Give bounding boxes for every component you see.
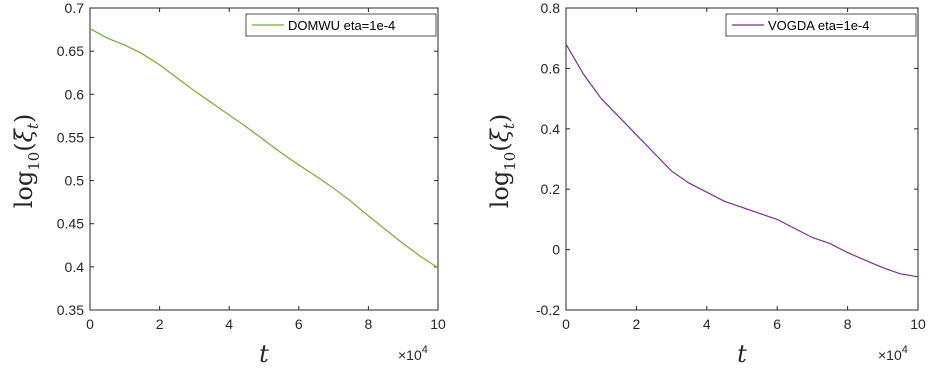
x-axis-label: t — [259, 340, 269, 368]
y-tick-label: -0.2 — [536, 302, 560, 318]
y-axis-label: log10(ξt) — [486, 114, 519, 209]
y-tick-label: 0.4 — [65, 259, 85, 275]
legend-label: DOMWU eta=1e-4 — [288, 18, 395, 33]
legend-label: VOGDA eta=1e-4 — [768, 18, 870, 33]
y-tick-label: 0.55 — [57, 129, 84, 145]
y-axis-label: log10(ξt) — [10, 114, 43, 209]
y-tick-label: 0.2 — [541, 181, 561, 197]
y-tick-label: 0.35 — [57, 302, 84, 318]
x-tick-label: 4 — [225, 316, 233, 332]
legend-box — [245, 13, 437, 37]
x-tick-label: 8 — [844, 316, 852, 332]
x-tick-label: 0 — [86, 316, 94, 332]
y-tick-label: 0.45 — [57, 216, 84, 232]
y-tick-label: 0.6 — [65, 86, 85, 102]
x-tick-label: 2 — [633, 316, 641, 332]
x-exponent-label: ×104 — [878, 344, 908, 363]
y-tick-label: 0 — [552, 242, 560, 258]
x-tick-label: 10 — [430, 316, 446, 332]
plot-frame-1 — [89, 7, 439, 311]
x-tick-label: 8 — [365, 316, 373, 332]
x-tick-label: 6 — [295, 316, 303, 332]
x-tick-label: 2 — [156, 316, 164, 332]
x-tick-label: 4 — [703, 316, 711, 332]
x-axis-label: t — [737, 340, 747, 368]
x-tick-label: 10 — [910, 316, 926, 332]
legend-box — [725, 13, 917, 37]
series-line-1-1 — [89, 28, 439, 269]
x-exponent-label: ×104 — [398, 344, 428, 363]
y-tick-label: 0.65 — [57, 43, 84, 59]
x-tick-label: 6 — [773, 316, 781, 332]
y-tick-label: 0.4 — [541, 121, 561, 137]
plot-frame-2 — [565, 7, 919, 311]
y-tick-label: 0.6 — [541, 60, 561, 76]
series-line-2-1 — [565, 43, 919, 278]
y-tick-label: 0.5 — [65, 173, 85, 189]
y-tick-label: 0.8 — [541, 0, 561, 16]
x-tick-label: 0 — [562, 316, 570, 332]
y-tick-label: 0.7 — [65, 0, 85, 16]
